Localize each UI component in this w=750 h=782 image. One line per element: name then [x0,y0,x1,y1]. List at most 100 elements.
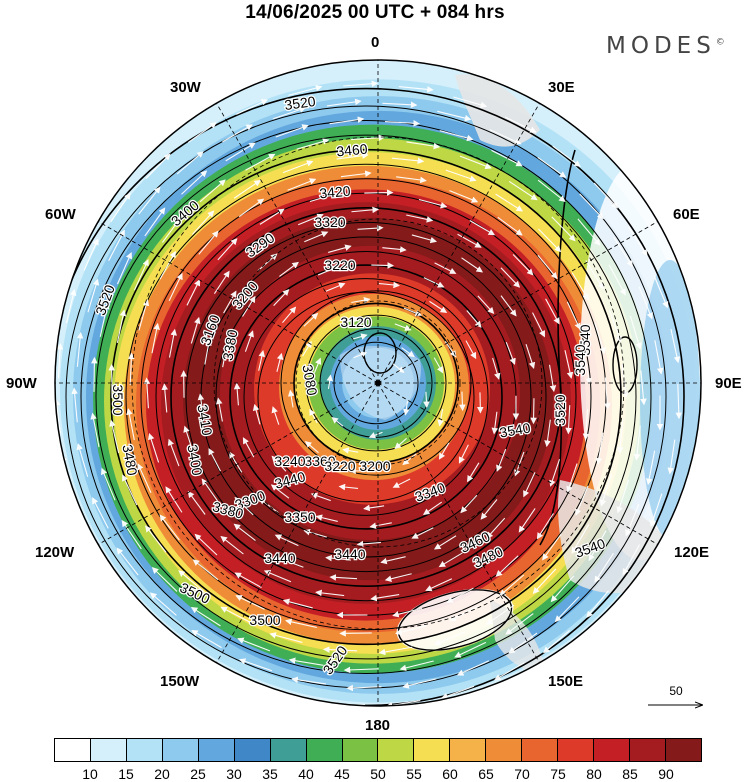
wind-vector [159,514,180,541]
wind-vector [394,437,407,450]
wind-vector [237,637,271,652]
contour-label: 3500 [248,611,282,630]
contour-line [95,134,637,660]
wind-vector [571,524,590,554]
wind-vector [545,298,560,325]
contour-line [243,278,489,516]
colorbar-tick-label: 45 [334,766,350,782]
contour-label: 3120 [339,313,373,332]
wind-vector [548,364,557,393]
colorbar-swatch [450,739,487,761]
contour-label-text: 3320 [314,214,345,230]
wind-vector [649,493,663,527]
wind-vector [342,447,359,454]
wind-vector [633,425,641,461]
contour-label-text: 3420 [319,183,352,202]
wind-vector [500,295,517,317]
wind-vector [176,151,204,175]
wind-vector [392,607,423,618]
wind-vector [331,416,344,427]
wind-vector [215,397,223,422]
wind-vector [220,535,244,555]
contour-label-text: 3400 [184,443,205,477]
wind-vector [616,479,630,514]
colorbar-swatch [90,739,127,761]
wind-vector [194,533,218,556]
brand-logo: MODES© [606,33,725,59]
wind-vector [583,354,592,385]
wind-vector [229,451,243,473]
wind-vector [187,122,217,143]
lon-label-180: 180 [365,717,391,734]
wind-vector [486,604,515,625]
wind-vector [315,589,345,597]
meridian-line [377,382,658,545]
colorbar-tick-label: 65 [478,766,494,782]
colorbar-tick-label: 25 [190,766,206,782]
wind-vector [384,573,412,582]
colorbar-tick-label: 60 [442,766,458,782]
meridian-line [98,221,379,384]
wind-vector [279,261,299,277]
wind-vector [259,208,285,225]
wind-vector [198,230,219,255]
wind-vector [233,523,256,542]
wind-vector [83,238,99,271]
contour-label: 3540 [497,418,533,442]
wind-vector [328,244,352,253]
wind-vector [505,116,537,133]
wind-vector [168,272,183,302]
wind-vector [235,595,265,610]
wind-vector [351,206,380,214]
lon-label-90e: 90E [715,375,742,392]
wind-vector [586,590,609,618]
contour-label: 3460 [335,139,370,160]
contour-label: 3360 [303,452,337,471]
wind-vector [258,497,279,514]
wind-vector [444,341,457,358]
brand-text: MODES [606,33,716,59]
wind-vector [394,323,412,331]
wind-vector [480,499,498,520]
wind-vector [108,229,125,262]
wind-vector [579,193,604,220]
meridian-line [377,382,540,663]
colorbar-swatch [162,739,199,761]
wind-vector [494,662,525,681]
wind-vector [608,264,626,296]
wind-vector [149,592,177,616]
wind-vector [406,141,441,150]
wind-vector [609,310,622,343]
land-new-zealand [490,600,545,671]
wind-vector [508,181,538,201]
wind-vector [460,494,478,514]
wind-vector [395,625,427,636]
contour-label-text: 3350 [284,509,315,525]
wind-vector [234,496,254,516]
wind-vector [445,169,477,182]
wind-vector [133,259,149,291]
wind-vector [594,552,614,583]
wind-vector [138,186,161,215]
wind-vector [433,535,457,550]
contour-label-text: 3440 [264,550,295,566]
wind-vector [326,98,362,107]
wind-vector [565,405,572,435]
wind-vector [99,302,110,337]
wind-vector [151,566,178,592]
colorbar-swatch [126,739,163,761]
wind-vector [437,110,472,122]
wind-vector [178,570,205,593]
wind-vector [640,370,647,406]
contour-label-text: 3220 [324,257,355,273]
wind-vector [425,578,453,592]
wind-vector [167,438,180,467]
wind-vector [343,80,379,88]
wind-vector [183,425,194,453]
wind-vector [325,282,346,292]
wind-vector [629,315,642,350]
wind-vector [161,383,169,413]
contour-label-text: 3360 [304,453,335,469]
colorbar-swatch [630,739,666,761]
wind-vector [549,458,561,487]
